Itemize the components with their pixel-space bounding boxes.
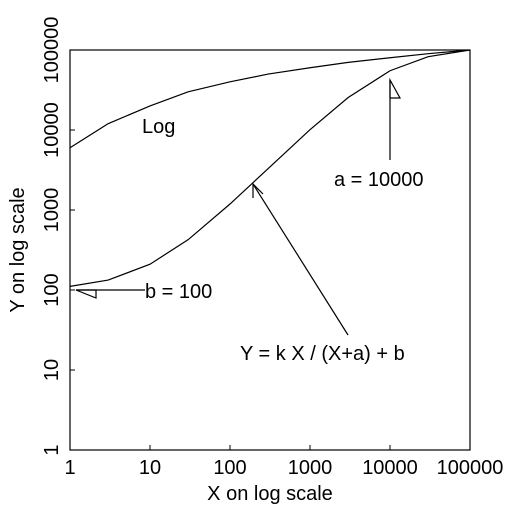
y-tick-label: 100 [41,273,63,306]
y-tick-label: 10000 [41,102,63,158]
annotation: b = 100 [145,281,212,303]
y-axis-title: Y on log scale [7,187,29,312]
arrowhead-b [75,289,97,299]
y-tick-label: 100000 [41,17,63,84]
x-tick-label: 10000 [362,457,418,479]
x-tick-label: 100 [213,457,246,479]
arrowhead-a [389,77,402,99]
plot-frame [69,49,471,451]
x-tick-label: 1000 [288,457,333,479]
annotation: a = 10000 [334,169,424,191]
x-tick-label: 100000 [437,457,504,479]
series-label: Log [142,116,175,138]
x-axis-title: X on log scale [207,483,333,505]
line-series [69,49,471,149]
x-tick-label: 1 [64,457,75,479]
y-tick-label: 10 [41,359,63,381]
arrowhead-formula [252,182,264,198]
y-tick-label: 1000 [41,188,63,233]
y-tick-label: 1 [41,444,63,455]
arrow-formula [252,183,349,336]
x-tick-label: 10 [139,457,161,479]
line-series [69,49,471,287]
series-label: Y = k X / (X+a) + b [240,343,405,365]
